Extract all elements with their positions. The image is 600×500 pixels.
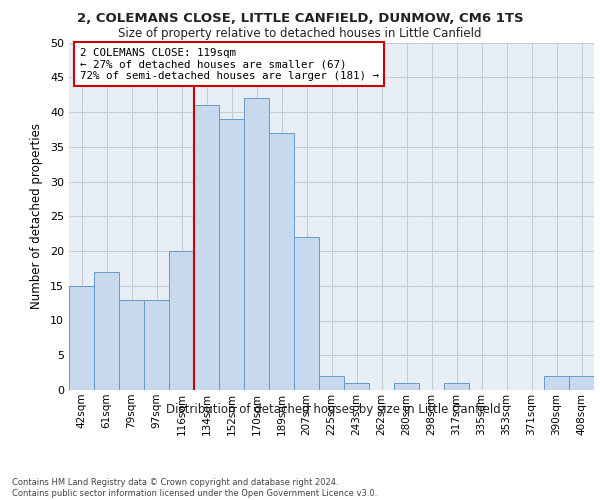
Y-axis label: Number of detached properties: Number of detached properties bbox=[30, 123, 43, 309]
Bar bbox=[119, 300, 144, 390]
Bar bbox=[394, 383, 419, 390]
Bar bbox=[344, 383, 369, 390]
Text: Distribution of detached houses by size in Little Canfield: Distribution of detached houses by size … bbox=[166, 402, 500, 415]
Bar bbox=[94, 272, 119, 390]
Text: Size of property relative to detached houses in Little Canfield: Size of property relative to detached ho… bbox=[118, 28, 482, 40]
Bar bbox=[444, 383, 469, 390]
Bar bbox=[569, 376, 594, 390]
Bar bbox=[244, 98, 269, 390]
Bar bbox=[544, 376, 569, 390]
Bar bbox=[269, 133, 294, 390]
Bar bbox=[294, 237, 319, 390]
Bar bbox=[319, 376, 344, 390]
Text: 2 COLEMANS CLOSE: 119sqm
← 27% of detached houses are smaller (67)
72% of semi-d: 2 COLEMANS CLOSE: 119sqm ← 27% of detach… bbox=[79, 48, 379, 81]
Bar bbox=[144, 300, 169, 390]
Bar bbox=[169, 251, 194, 390]
Bar bbox=[194, 105, 219, 390]
Text: Contains HM Land Registry data © Crown copyright and database right 2024.
Contai: Contains HM Land Registry data © Crown c… bbox=[12, 478, 377, 498]
Bar bbox=[69, 286, 94, 390]
Bar bbox=[219, 119, 244, 390]
Text: 2, COLEMANS CLOSE, LITTLE CANFIELD, DUNMOW, CM6 1TS: 2, COLEMANS CLOSE, LITTLE CANFIELD, DUNM… bbox=[77, 12, 523, 26]
